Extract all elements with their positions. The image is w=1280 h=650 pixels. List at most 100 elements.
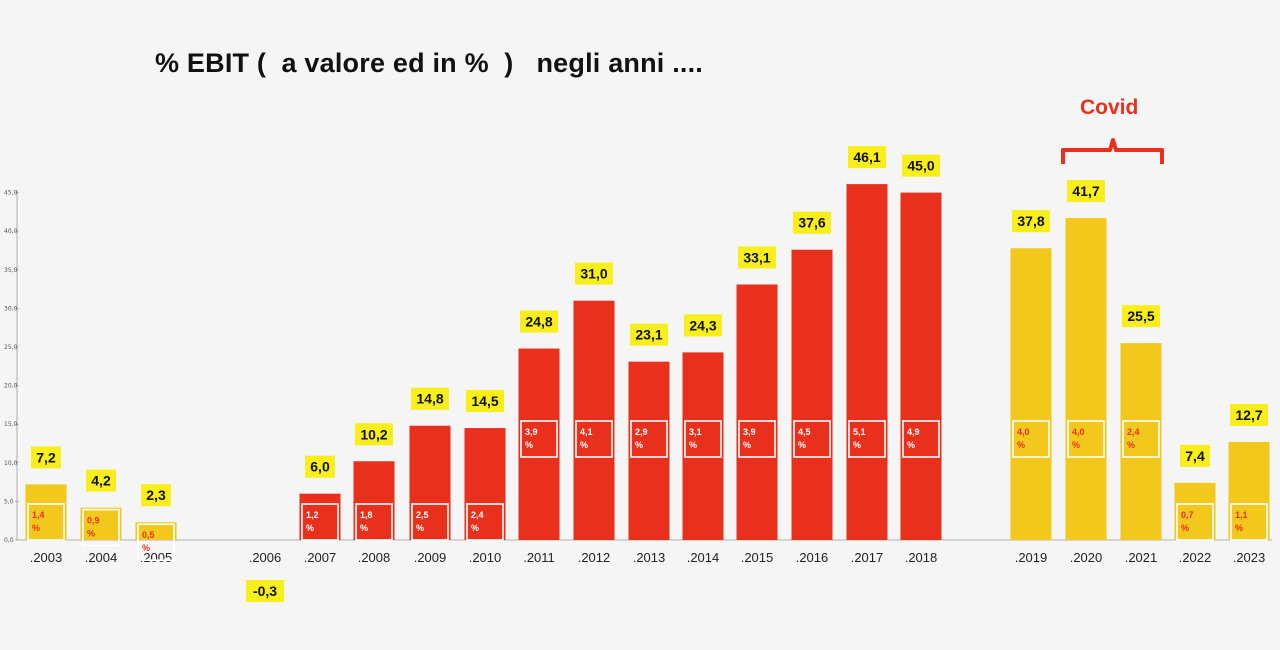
percent-label: 4,9 bbox=[907, 427, 920, 437]
percent-sign: % bbox=[798, 440, 806, 450]
value-label-bg bbox=[31, 446, 61, 469]
x-tick-label: .2022 bbox=[1179, 550, 1212, 565]
value-label: 12,7 bbox=[1235, 407, 1262, 423]
percent-box bbox=[738, 420, 776, 458]
value-label: 4,2 bbox=[91, 473, 111, 489]
value-label: 14,5 bbox=[471, 393, 498, 409]
x-tick-label: .2011 bbox=[523, 550, 555, 565]
percent-sign: % bbox=[416, 523, 424, 533]
bar bbox=[1065, 218, 1107, 541]
percent-box bbox=[355, 503, 393, 541]
percent-label: 1,2 bbox=[306, 510, 319, 520]
percent-label: 2,4 bbox=[1127, 427, 1140, 437]
x-tick-label: .2020 bbox=[1070, 550, 1103, 565]
x-tick-label: .2010 bbox=[469, 550, 502, 565]
value-label: 25,5 bbox=[1127, 308, 1154, 324]
percent-sign: % bbox=[306, 523, 314, 533]
percent-sign: % bbox=[689, 440, 697, 450]
bar bbox=[25, 484, 67, 540]
value-label-bg bbox=[575, 262, 613, 285]
percent-label: 2,4 bbox=[471, 510, 484, 520]
bar bbox=[791, 249, 833, 540]
percent-box bbox=[1122, 420, 1160, 458]
value-label: 23,1 bbox=[635, 327, 662, 343]
x-tick-label: .2013 bbox=[633, 550, 666, 565]
y-tick-label: 45,0 bbox=[4, 190, 18, 197]
x-tick-label: .2018 bbox=[905, 550, 938, 565]
percent-box bbox=[137, 523, 175, 562]
bar bbox=[80, 507, 122, 540]
y-tick-label: 20,0 bbox=[4, 383, 18, 390]
value-label: 14,8 bbox=[416, 391, 443, 407]
value-label-bg bbox=[246, 580, 284, 602]
percent-box bbox=[411, 503, 449, 541]
percent-sign: % bbox=[853, 440, 861, 450]
x-tick-label: .2019 bbox=[1015, 550, 1048, 565]
value-label: 37,8 bbox=[1017, 213, 1044, 229]
value-label: 10,2 bbox=[360, 426, 387, 442]
percent-label: 4,0 bbox=[1072, 427, 1085, 437]
value-label: 6,0 bbox=[310, 459, 330, 475]
value-label: 33,1 bbox=[743, 249, 770, 265]
percent-box bbox=[848, 420, 886, 458]
percent-sign: % bbox=[635, 440, 643, 450]
bar bbox=[299, 493, 341, 540]
value-label-bg bbox=[305, 455, 335, 478]
percent-box bbox=[466, 503, 504, 541]
percent-sign: % bbox=[32, 523, 40, 533]
y-tick-label: 15,0 bbox=[4, 421, 18, 428]
x-tick-label: .2015 bbox=[741, 550, 774, 565]
x-tick-label: .2016 bbox=[796, 550, 829, 565]
percent-label: 1,8 bbox=[360, 510, 373, 520]
value-label-bg bbox=[848, 146, 886, 169]
percent-sign: % bbox=[87, 529, 95, 539]
percent-box bbox=[82, 508, 120, 547]
value-label-bg bbox=[355, 423, 393, 446]
percent-sign: % bbox=[1235, 523, 1243, 533]
percent-sign: % bbox=[1072, 440, 1080, 450]
x-tick-label: .2004 bbox=[85, 550, 118, 565]
y-tick-label: 5,0 bbox=[4, 498, 14, 505]
x-tick-label: .2003 bbox=[30, 550, 63, 565]
x-tick-label: .2005 bbox=[140, 550, 173, 565]
bar bbox=[1228, 441, 1270, 540]
value-label-bg bbox=[1230, 403, 1268, 426]
y-tick-label: 10,0 bbox=[4, 460, 18, 467]
covid-bracket bbox=[1061, 138, 1164, 164]
x-tick-label: .2021 bbox=[1125, 550, 1158, 565]
y-tick-label: 40,0 bbox=[4, 228, 18, 235]
percent-box bbox=[301, 503, 339, 541]
x-tick-label: .2014 bbox=[687, 550, 720, 565]
percent-box bbox=[1012, 420, 1050, 458]
chart-title: % EBIT ( a valore ed in % ) negli anni .… bbox=[155, 48, 704, 78]
bar bbox=[135, 522, 177, 540]
value-label-bg bbox=[738, 246, 776, 269]
x-tick-label: .2007 bbox=[304, 550, 337, 565]
percent-box bbox=[902, 420, 940, 458]
value-label-bg bbox=[1067, 180, 1105, 203]
percent-label: 0,5 bbox=[142, 530, 155, 540]
percent-label: 5,1 bbox=[853, 427, 866, 437]
percent-box bbox=[630, 420, 668, 458]
percent-box bbox=[520, 420, 558, 458]
x-tick-label: .2012 bbox=[578, 550, 611, 565]
value-label-bg bbox=[466, 390, 504, 413]
value-label: 7,4 bbox=[1185, 448, 1205, 464]
bar bbox=[900, 192, 942, 540]
covid-annotation: Covid bbox=[1080, 96, 1139, 119]
percent-label: 4,0 bbox=[1017, 427, 1030, 437]
bar bbox=[628, 361, 670, 540]
y-tick-label: 35,0 bbox=[4, 267, 18, 274]
value-label: -0,3 bbox=[253, 583, 277, 599]
value-label-bg bbox=[141, 484, 171, 507]
y-tick-label: 0,0 bbox=[4, 537, 14, 544]
bar bbox=[1120, 343, 1162, 540]
percent-sign: % bbox=[1181, 523, 1189, 533]
percent-box bbox=[27, 503, 65, 541]
y-tick-label: 30,0 bbox=[4, 305, 18, 312]
percent-label: 4,1 bbox=[580, 427, 593, 437]
percent-sign: % bbox=[743, 440, 751, 450]
percent-box bbox=[684, 420, 722, 458]
bar bbox=[1010, 248, 1052, 540]
